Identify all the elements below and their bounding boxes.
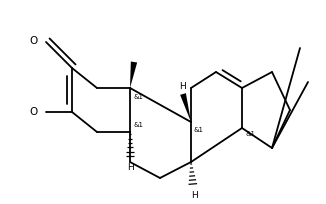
Text: &1: &1 [246, 131, 256, 137]
Text: &1: &1 [133, 122, 143, 128]
Polygon shape [180, 93, 191, 122]
Polygon shape [130, 62, 137, 88]
Text: &1: &1 [134, 94, 144, 100]
Text: H: H [179, 82, 185, 91]
Text: O: O [30, 36, 38, 46]
Text: H: H [191, 191, 197, 200]
Text: &1: &1 [194, 127, 204, 133]
Text: H: H [126, 163, 133, 172]
Text: O: O [30, 107, 38, 117]
